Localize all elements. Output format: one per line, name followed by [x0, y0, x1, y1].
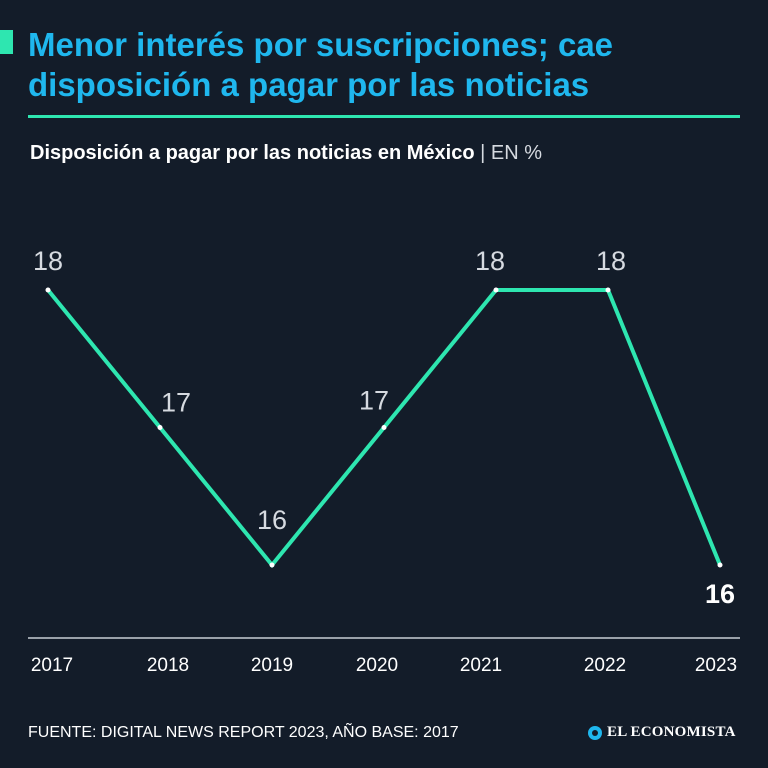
- source-note: FUENTE: DIGITAL NEWS REPORT 2023, AÑO BA…: [28, 724, 459, 741]
- data-label-2018: 17: [161, 388, 191, 418]
- data-label-2020: 17: [359, 386, 389, 416]
- title-line-1: Menor interés por suscripciones; cae: [28, 26, 614, 63]
- data-label-2021: 18: [475, 246, 505, 276]
- page-title: Menor interés por suscripciones; cae dis…: [28, 25, 748, 105]
- title-line-2: disposición a pagar por las noticias: [28, 66, 590, 103]
- title-divider: [28, 115, 740, 118]
- data-label-2022: 18: [596, 246, 626, 276]
- title-accent-bar: [0, 30, 13, 54]
- data-label-2017: 18: [33, 246, 63, 276]
- brand-icon: [588, 725, 602, 740]
- x-tick-label-2018: 2018: [147, 655, 189, 676]
- data-label-2019: 16: [257, 505, 287, 535]
- data-point-2017: [45, 287, 51, 293]
- data-point-2023: [717, 562, 723, 568]
- data-point-2020: [381, 425, 387, 430]
- brand-logo: EL ECONOMISTA: [588, 724, 736, 741]
- chart-subtitle: Disposición a pagar por las noticias en …: [30, 141, 542, 165]
- x-tick-label-2020: 2020: [356, 655, 398, 676]
- data-point-2019: [269, 562, 275, 568]
- data-point-2021: [493, 287, 499, 293]
- x-tick-label-2022: 2022: [584, 655, 626, 676]
- chart-unit: | EN %: [480, 142, 543, 164]
- data-label-2023: 16: [705, 579, 735, 609]
- x-tick-label-2023: 2023: [695, 655, 737, 676]
- brand-name: EL ECONOMISTA: [607, 724, 736, 740]
- chart-title: Disposición a pagar por las noticias en …: [30, 142, 475, 164]
- data-point-2018: [157, 425, 163, 430]
- data-point-2022: [605, 287, 611, 293]
- x-tick-label-2017: 2017: [31, 655, 73, 676]
- x-tick-label-2021: 2021: [460, 655, 502, 676]
- x-tick-label-2019: 2019: [251, 655, 293, 676]
